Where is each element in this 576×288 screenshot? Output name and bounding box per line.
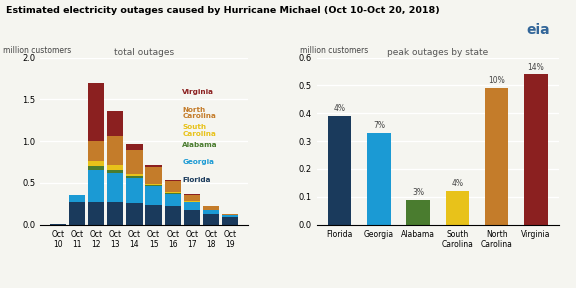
Bar xyxy=(107,170,123,173)
Bar xyxy=(165,194,181,206)
Text: Florida: Florida xyxy=(182,177,211,183)
Bar xyxy=(184,201,200,202)
Bar xyxy=(145,204,162,225)
Bar xyxy=(88,83,104,141)
Text: 4%: 4% xyxy=(452,179,464,188)
Bar xyxy=(126,150,143,174)
Bar xyxy=(485,88,509,225)
Text: 14%: 14% xyxy=(528,62,544,71)
Bar xyxy=(145,186,162,204)
Bar xyxy=(69,202,85,225)
Bar xyxy=(406,200,430,225)
Text: North
Carolina: North Carolina xyxy=(182,107,216,120)
Text: million customers: million customers xyxy=(300,46,367,55)
Title: peak outages by state: peak outages by state xyxy=(387,48,488,57)
Title: total outages: total outages xyxy=(114,48,174,57)
Bar xyxy=(203,210,219,214)
Bar xyxy=(69,196,85,202)
Bar xyxy=(88,202,104,225)
Bar xyxy=(126,178,143,203)
Bar xyxy=(165,206,181,225)
Bar xyxy=(184,195,200,201)
Bar xyxy=(88,166,104,170)
Bar xyxy=(524,74,548,225)
Bar xyxy=(126,174,143,176)
Bar xyxy=(165,181,181,192)
Bar xyxy=(107,111,123,136)
Bar xyxy=(328,116,351,225)
Bar xyxy=(126,145,143,150)
Text: eia: eia xyxy=(526,23,551,37)
Bar xyxy=(222,215,238,217)
Bar xyxy=(203,206,219,210)
Bar xyxy=(126,176,143,178)
Bar xyxy=(50,224,66,225)
Bar xyxy=(165,192,181,193)
Bar xyxy=(107,173,123,202)
Bar xyxy=(203,214,219,225)
Text: million customers: million customers xyxy=(3,46,71,55)
Bar xyxy=(107,165,123,170)
Bar xyxy=(88,161,104,166)
Bar xyxy=(145,184,162,185)
Bar xyxy=(184,194,200,195)
Text: Alabama: Alabama xyxy=(182,142,218,148)
Bar xyxy=(222,217,238,225)
Bar xyxy=(222,214,238,215)
Text: 4%: 4% xyxy=(334,104,346,113)
Bar xyxy=(145,185,162,186)
Bar xyxy=(367,133,391,225)
Bar xyxy=(107,136,123,165)
Text: Georgia: Georgia xyxy=(182,160,214,166)
Text: Virginia: Virginia xyxy=(182,89,214,95)
Bar xyxy=(184,202,200,210)
Text: 7%: 7% xyxy=(373,121,385,130)
Bar xyxy=(88,141,104,161)
Text: Estimated electricity outages caused by Hurricane Michael (Oct 10-Oct 20, 2018): Estimated electricity outages caused by … xyxy=(6,6,439,15)
Text: 3%: 3% xyxy=(412,188,424,197)
Text: South
Carolina: South Carolina xyxy=(182,124,216,137)
Bar xyxy=(126,203,143,225)
Bar xyxy=(446,191,469,225)
Bar xyxy=(107,202,123,225)
Bar xyxy=(145,164,162,167)
Bar xyxy=(184,210,200,225)
Text: 10%: 10% xyxy=(488,76,505,86)
Bar xyxy=(165,193,181,194)
Bar xyxy=(88,170,104,202)
Bar xyxy=(165,180,181,181)
Bar xyxy=(145,167,162,184)
